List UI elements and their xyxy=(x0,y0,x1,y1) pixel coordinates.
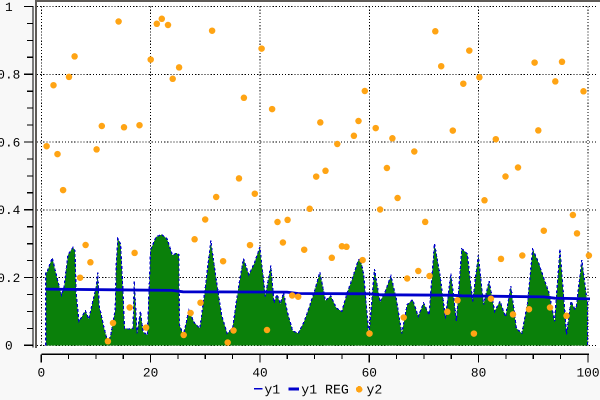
svg-text:0: 0 xyxy=(37,366,45,381)
svg-text:60: 60 xyxy=(362,366,377,381)
svg-text:40: 40 xyxy=(252,366,267,381)
svg-text:20: 20 xyxy=(143,366,158,381)
svg-text:y1: y1 xyxy=(264,382,280,397)
svg-text:1: 1 xyxy=(5,0,13,15)
svg-text:0: 0 xyxy=(5,339,13,354)
svg-text:y2: y2 xyxy=(367,382,383,397)
svg-text:y1 REG: y1 REG xyxy=(301,382,349,397)
svg-text:0.8: 0.8 xyxy=(0,68,20,83)
svg-text:100: 100 xyxy=(576,366,599,381)
svg-text:0.4: 0.4 xyxy=(0,203,21,218)
svg-text:80: 80 xyxy=(471,366,486,381)
svg-text:0.2: 0.2 xyxy=(0,271,20,286)
svg-text:0.6: 0.6 xyxy=(0,135,20,150)
